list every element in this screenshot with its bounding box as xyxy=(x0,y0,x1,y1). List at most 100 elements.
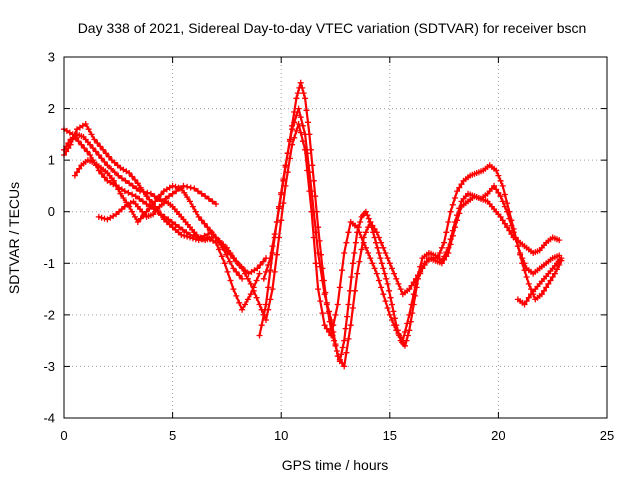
data-point xyxy=(75,138,82,145)
data-point xyxy=(299,84,306,91)
data-point xyxy=(71,131,78,138)
data-point xyxy=(514,243,521,250)
data-point xyxy=(438,244,445,251)
data-point xyxy=(282,162,289,169)
data-point xyxy=(132,193,139,200)
data-point xyxy=(176,224,183,231)
data-point xyxy=(260,258,267,265)
data-point xyxy=(404,332,411,339)
data-point xyxy=(120,195,127,201)
data-point xyxy=(523,274,530,280)
data-point xyxy=(258,306,265,313)
data-point xyxy=(393,275,400,282)
data-point xyxy=(151,193,158,200)
data-point xyxy=(253,277,260,284)
series-line xyxy=(262,81,563,363)
data-point xyxy=(244,275,251,282)
data-point xyxy=(410,279,417,286)
data-point xyxy=(263,268,269,275)
series-trace xyxy=(61,121,263,313)
data-point xyxy=(338,351,345,358)
axis-ticks: 0 5 10 15 20 25 -4 -3 -2 -1 0 1 2 3 xyxy=(43,50,614,444)
data-point xyxy=(224,248,231,255)
data-point xyxy=(308,188,315,195)
data-point xyxy=(304,150,311,157)
data-point xyxy=(247,291,254,298)
data-point xyxy=(280,200,287,207)
data-point xyxy=(309,162,316,169)
plot-frame xyxy=(63,56,608,419)
data-point xyxy=(126,170,133,176)
data-point xyxy=(456,210,463,217)
data-point xyxy=(404,320,411,327)
data-point xyxy=(499,198,506,205)
data-point xyxy=(129,191,136,198)
data-point xyxy=(315,286,322,293)
data-point xyxy=(421,262,428,268)
data-point xyxy=(183,229,190,236)
data-point xyxy=(71,172,78,179)
data-point xyxy=(389,301,395,308)
data-point xyxy=(407,318,414,325)
data-point xyxy=(319,310,326,317)
data-point xyxy=(447,241,454,248)
data-point xyxy=(271,268,278,275)
data-point xyxy=(378,284,385,291)
data-point xyxy=(395,280,402,287)
data-point xyxy=(504,200,511,207)
data-point xyxy=(538,291,545,298)
data-point xyxy=(443,229,450,236)
data-point xyxy=(351,250,358,256)
data-point xyxy=(263,317,269,323)
data-point xyxy=(408,282,415,289)
series-line xyxy=(73,159,268,275)
data-point xyxy=(253,294,260,301)
y-tick-label: 1 xyxy=(48,153,55,168)
data-point xyxy=(512,236,519,243)
data-point xyxy=(354,229,361,236)
data-point xyxy=(256,270,263,277)
data-point xyxy=(365,224,372,231)
y-tick-label: -4 xyxy=(43,411,55,426)
data-point xyxy=(348,274,355,280)
data-point xyxy=(410,301,417,308)
data-point xyxy=(113,182,120,189)
data-point xyxy=(236,299,243,306)
data-point xyxy=(454,217,461,224)
data-point xyxy=(406,286,413,293)
data-point xyxy=(497,213,504,220)
data-point xyxy=(239,265,246,272)
data-point xyxy=(187,184,194,191)
data-point xyxy=(143,201,150,207)
data-point xyxy=(349,260,356,267)
data-point xyxy=(111,169,118,176)
data-point xyxy=(499,217,506,224)
data-point xyxy=(310,177,317,184)
data-point xyxy=(134,180,141,187)
data-point xyxy=(362,244,369,251)
data-point xyxy=(345,229,352,236)
data-point xyxy=(233,268,240,275)
data-point xyxy=(175,184,182,191)
data-point xyxy=(140,188,147,195)
data-point xyxy=(289,126,296,133)
data-point xyxy=(101,215,108,222)
data-point xyxy=(115,172,122,179)
data-point xyxy=(187,234,193,241)
data-point xyxy=(172,183,179,190)
data-point xyxy=(384,255,391,262)
data-point xyxy=(299,122,306,129)
data-point xyxy=(521,301,528,308)
data-point xyxy=(317,298,324,305)
data-point xyxy=(328,317,335,323)
data-point xyxy=(74,169,80,176)
data-point xyxy=(330,329,337,335)
x-tick-label: 15 xyxy=(383,428,397,443)
data-point xyxy=(343,349,350,356)
data-point xyxy=(134,219,141,225)
data-point xyxy=(497,193,504,200)
data-point xyxy=(499,182,506,189)
data-point xyxy=(336,356,343,363)
data-point xyxy=(323,325,330,332)
y-tick-label: -1 xyxy=(43,256,55,271)
